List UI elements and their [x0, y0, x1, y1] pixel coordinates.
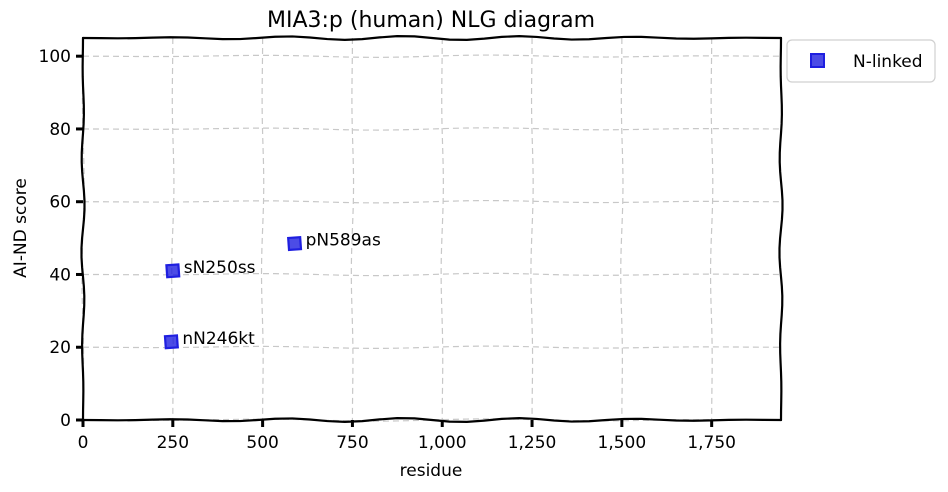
- x-tick-label: 1,000: [418, 433, 467, 453]
- x-tick-label: 250: [157, 433, 189, 453]
- grid-line-y: [82, 272, 782, 277]
- point-label-sN250ss: sN250ss: [184, 258, 256, 278]
- frame-right: [778, 36, 784, 422]
- legend-box: [786, 39, 936, 83]
- x-tick-label: 0: [78, 433, 89, 453]
- plot-frame: [80, 35, 784, 423]
- grid-line-x: [709, 37, 714, 421]
- grid-lines: [81, 37, 782, 422]
- y-tick-label: 40: [49, 265, 71, 285]
- frame-left: [80, 36, 86, 422]
- data-points: nN246kt sN250ss pN589as: [163, 231, 381, 350]
- chart-title: MIA3:p (human) NLG diagram: [267, 8, 595, 33]
- x-tick-label: 1,750: [687, 433, 736, 453]
- x-tick-label: 1,250: [508, 433, 557, 453]
- y-tick-label: 0: [60, 411, 71, 431]
- grid-line-y: [82, 199, 782, 204]
- grid-line-x: [171, 37, 175, 421]
- grid-line-x: [620, 37, 624, 421]
- point-label-nN246kt: nN246kt: [182, 329, 255, 349]
- grid-line-x: [350, 37, 355, 421]
- grid-line-y: [82, 54, 782, 58]
- axis-ticks: 0 250 500 750 1,000 1,250 1,500 1,750 0 20 40 60 80 1…: [39, 47, 736, 453]
- grid-line-x: [530, 37, 534, 421]
- legend-marker-n-linked: [810, 53, 825, 68]
- legend-label-n-linked: N-linked: [853, 52, 923, 72]
- y-tick-label: 100: [39, 47, 71, 67]
- frame-bottom: [81, 417, 783, 423]
- y-tick-label: 60: [49, 193, 71, 213]
- x-tick-label: 500: [246, 433, 278, 453]
- point-label-pN589as: pN589as: [306, 231, 381, 251]
- grid-line-y: [82, 345, 782, 349]
- data-point-sN250ss: [165, 263, 181, 279]
- y-tick-label: 20: [49, 338, 71, 358]
- x-tick-label: 1,500: [598, 433, 647, 453]
- x-tick-label: 750: [336, 433, 368, 453]
- y-axis-label: AI-ND score: [11, 178, 31, 278]
- data-point-nN246kt: [163, 334, 179, 350]
- x-axis-label: residue: [400, 461, 463, 481]
- grid-line-x: [440, 37, 444, 421]
- legend: N-linked: [786, 39, 936, 83]
- grid-line-x: [260, 37, 265, 421]
- y-tick-label: 80: [49, 120, 71, 140]
- data-point-pN589as: [287, 235, 303, 252]
- grid-line-y: [82, 127, 782, 131]
- frame-top: [81, 35, 783, 41]
